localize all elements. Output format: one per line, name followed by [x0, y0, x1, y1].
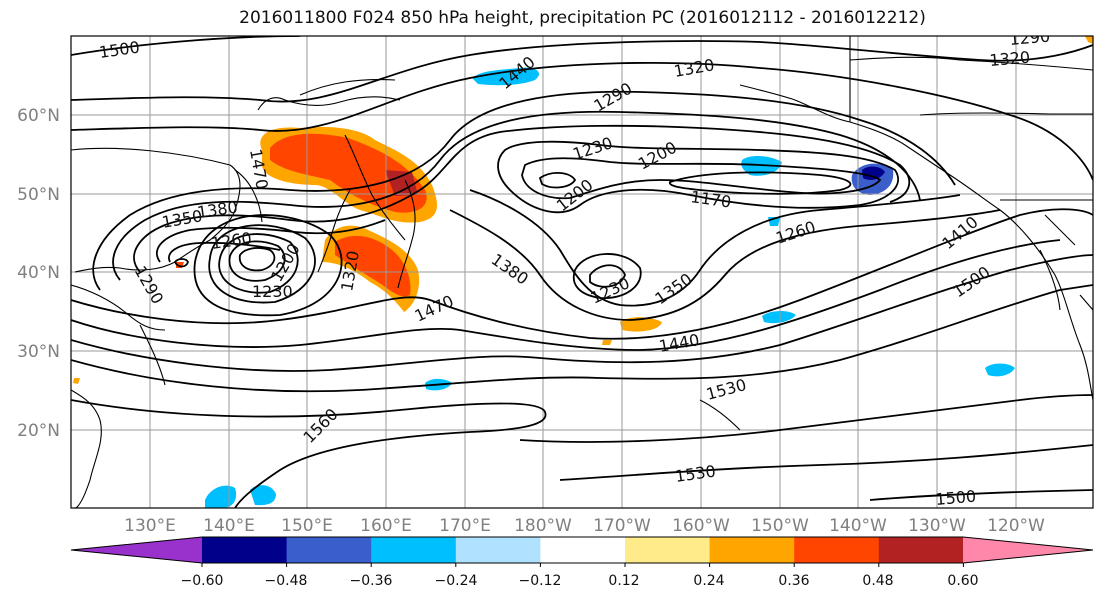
colorbar-swatch: [286, 537, 372, 563]
lat-label: 20°N: [17, 421, 60, 441]
lon-label: 150°W: [751, 516, 809, 536]
lat-label: 60°N: [17, 106, 60, 126]
colorbar-swatch: [709, 537, 795, 563]
colorbar-extend-max: [963, 537, 1093, 563]
colorbar-tick-label: −0.48: [265, 573, 308, 589]
colorbar-tick-label: −0.60: [181, 573, 224, 589]
colorbar-extend-min-tip: [71, 537, 202, 563]
lon-label: 140°W: [829, 516, 887, 536]
plot-frame: [70, 35, 1094, 509]
colorbar-tick-label: 0.60: [947, 573, 978, 589]
colorbar-tick-label: −0.12: [519, 573, 562, 589]
precip-negative-shading: [205, 67, 1015, 508]
colorbar-tick-label: −0.24: [435, 573, 478, 589]
contour-label: 1290: [1009, 27, 1051, 49]
contour-label: 1230: [252, 282, 293, 301]
colorbar-swatch: [455, 537, 541, 563]
contour-label: 1320: [989, 48, 1031, 70]
colorbar-tick-label: 0.24: [693, 573, 724, 589]
lat-label: 40°N: [17, 263, 60, 283]
colorbar: [70, 536, 1094, 567]
longitude-labels: 130°E 140°E 150°E 160°E 170°E 180°W 170°…: [124, 516, 1045, 536]
colorbar-swatch: [794, 537, 880, 563]
colorbar-tick-label: 0.48: [862, 573, 893, 589]
colorbar-swatch: [540, 537, 626, 563]
lon-label: 130°E: [124, 516, 176, 536]
lat-label: 30°N: [17, 342, 60, 362]
colorbar-tick-label: 0.12: [608, 573, 639, 589]
contour-label: 1500: [935, 487, 977, 509]
colorbar-tick-label: 0.36: [778, 573, 809, 589]
lon-label: 130°W: [908, 516, 966, 536]
lon-label: 160°E: [360, 516, 412, 536]
colorbar-swatch: [625, 537, 711, 563]
colorbar-tick-labels: −0.60 −0.48 −0.36 −0.24 −0.12 0.12 0.24 …: [181, 573, 979, 589]
lat-label: 50°N: [17, 185, 60, 205]
lon-label: 150°E: [281, 516, 333, 536]
map-title: 2016011800 F024 850 hPa height, precipit…: [239, 8, 926, 28]
colorbar-swatch: [202, 537, 288, 563]
lon-label: 120°W: [987, 516, 1045, 536]
lon-label: 170°E: [439, 516, 491, 536]
colorbar-swatch: [878, 537, 964, 563]
lon-label: 160°W: [672, 516, 730, 536]
colorbar-tick-label: −0.36: [350, 573, 393, 589]
lon-label: 180°W: [514, 516, 572, 536]
lon-label: 170°W: [593, 516, 651, 536]
colorbar-swatch: [371, 537, 457, 563]
latitude-labels: 60°N 50°N 40°N 30°N 20°N: [17, 106, 60, 441]
lon-label: 140°E: [203, 516, 255, 536]
precip-positive-shading: [73, 36, 1093, 384]
graticule: [71, 36, 1093, 508]
height-contours: [71, 36, 1093, 508]
